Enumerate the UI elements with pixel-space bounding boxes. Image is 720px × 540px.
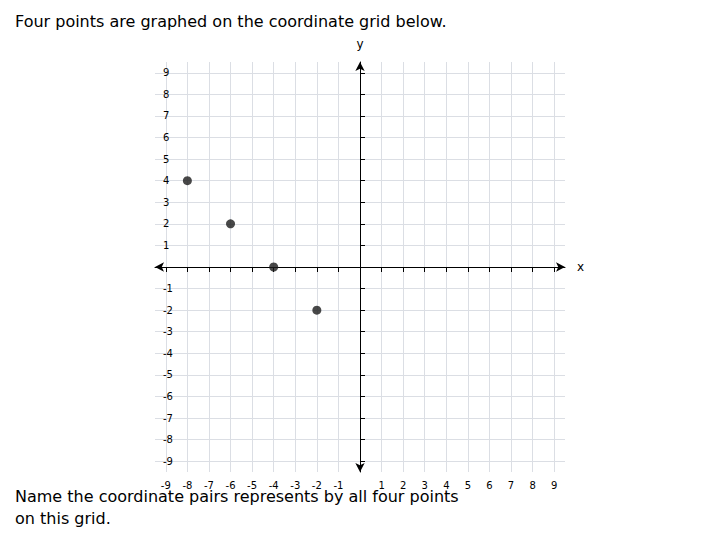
svg-text:-2: -2 bbox=[311, 479, 322, 491]
svg-text:-8: -8 bbox=[163, 434, 173, 445]
svg-text:8: 8 bbox=[529, 480, 535, 491]
svg-text:3: 3 bbox=[421, 479, 428, 491]
svg-text:6: 6 bbox=[163, 132, 169, 143]
svg-text:-6: -6 bbox=[225, 479, 236, 491]
svg-text:8: 8 bbox=[163, 89, 169, 100]
svg-text:-7: -7 bbox=[163, 413, 173, 424]
svg-text:7: 7 bbox=[508, 480, 514, 491]
svg-text:y: y bbox=[356, 37, 363, 51]
svg-text:4: 4 bbox=[163, 175, 169, 186]
svg-text:-1: -1 bbox=[163, 283, 173, 294]
svg-text:Name the coordinate pairs repr: Name the coordinate pairs represents by … bbox=[15, 487, 459, 506]
svg-text:-9: -9 bbox=[160, 479, 171, 491]
svg-text:5: 5 bbox=[465, 480, 471, 491]
svg-text:3: 3 bbox=[163, 197, 169, 208]
svg-text:7: 7 bbox=[163, 110, 169, 121]
svg-text:on this grid.: on this grid. bbox=[15, 509, 111, 528]
svg-text:2: 2 bbox=[163, 218, 169, 229]
svg-text:9: 9 bbox=[163, 67, 169, 78]
svg-text:-3: -3 bbox=[163, 326, 173, 337]
svg-text:-4: -4 bbox=[268, 479, 279, 491]
svg-text:4: 4 bbox=[443, 479, 450, 491]
svg-text:-1: -1 bbox=[333, 479, 344, 491]
svg-text:1: 1 bbox=[378, 479, 385, 491]
svg-text:-5: -5 bbox=[247, 479, 258, 491]
svg-text:6: 6 bbox=[486, 480, 492, 491]
svg-text:-7: -7 bbox=[204, 479, 214, 491]
svg-text:5: 5 bbox=[163, 154, 169, 165]
svg-text:-5: -5 bbox=[163, 369, 173, 380]
svg-text:-2: -2 bbox=[163, 305, 173, 316]
svg-text:2: 2 bbox=[400, 479, 407, 491]
svg-text:9: 9 bbox=[551, 480, 557, 491]
svg-text:1: 1 bbox=[163, 240, 169, 251]
svg-text:-6: -6 bbox=[163, 391, 173, 402]
svg-text:-4: -4 bbox=[163, 348, 173, 359]
svg-text:-3: -3 bbox=[290, 479, 301, 491]
svg-text:x: x bbox=[577, 260, 584, 274]
svg-text:Four points are graphed on the: Four points are graphed on the coordinat… bbox=[15, 12, 446, 31]
svg-text:-8: -8 bbox=[182, 479, 193, 491]
svg-text:-9: -9 bbox=[163, 456, 173, 467]
